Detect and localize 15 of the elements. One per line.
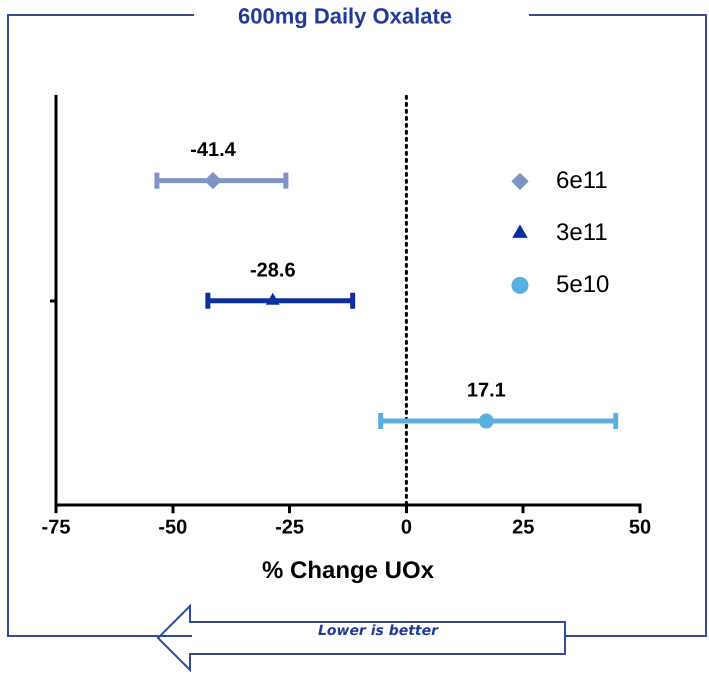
x-tick-label: 50	[628, 516, 652, 539]
legend-label: 6e11	[556, 167, 608, 194]
x-tick-label: 25	[512, 516, 534, 539]
x-axis-title: % Change UOx	[262, 557, 435, 584]
legend-label: 5e10	[556, 271, 610, 298]
data-label: -28.6	[250, 259, 296, 282]
text: Lower is better	[192, 623, 564, 653]
x-tick-label: -25	[275, 516, 304, 539]
x-tick-label: -50	[158, 516, 188, 539]
legend-label: 3e11	[556, 219, 608, 246]
x-tick-label: -75	[42, 516, 70, 539]
data-label: 17.1	[466, 380, 506, 402]
data-label: -41.4	[190, 139, 237, 162]
x-tick-label: 0	[400, 516, 412, 539]
chart-title: 600mg Daily Oxalate	[238, 3, 452, 28]
